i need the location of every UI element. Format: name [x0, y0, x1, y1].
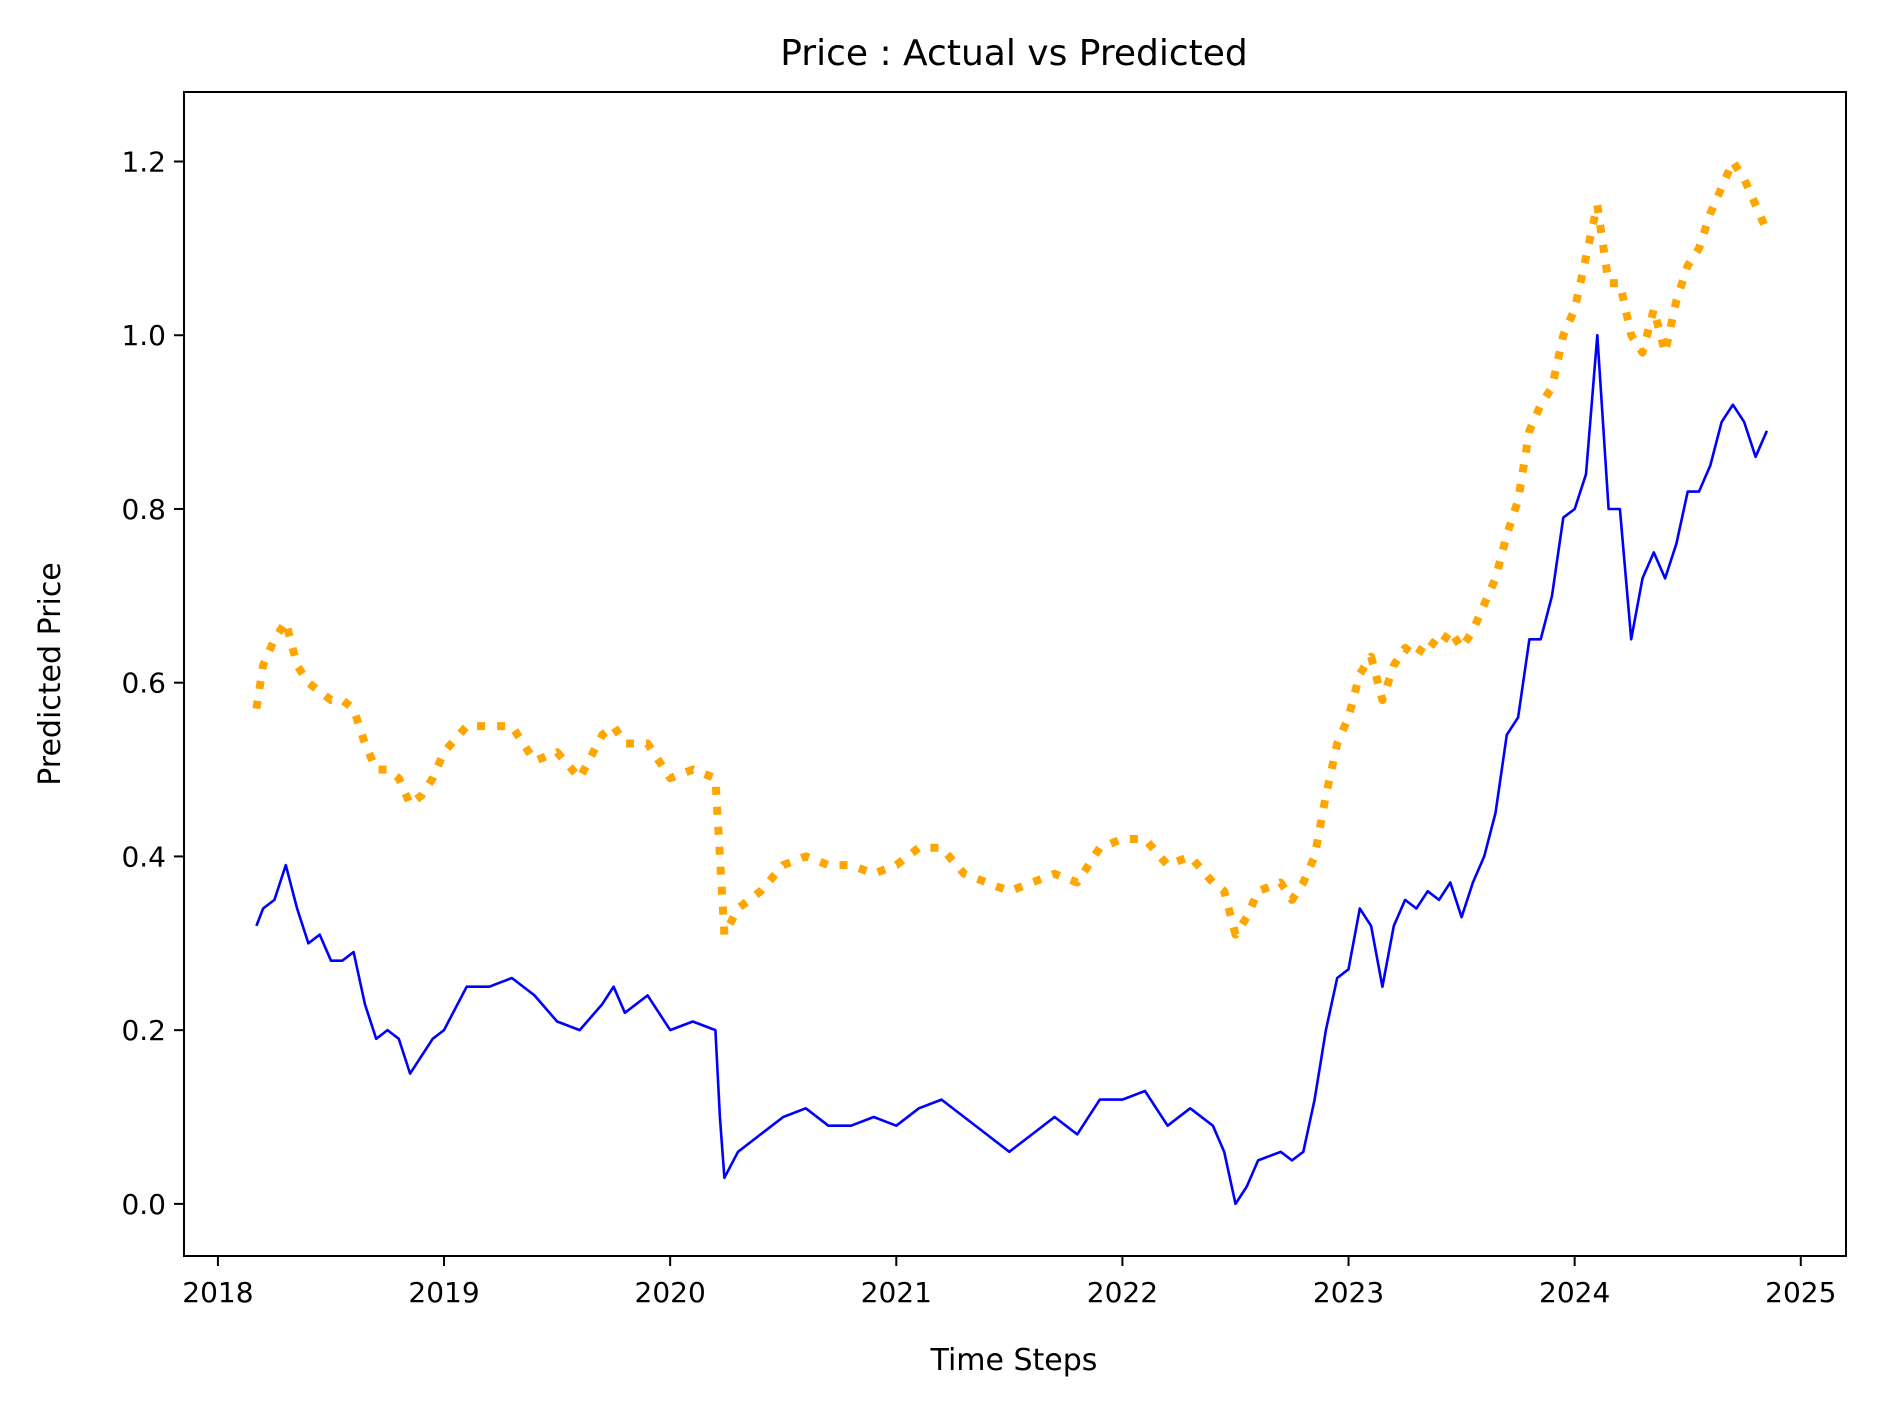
x-tick-label: 2018: [182, 1276, 253, 1309]
y-tick-label: 0.2: [121, 1014, 166, 1047]
x-tick-label: 2023: [1313, 1276, 1384, 1309]
y-tick-label: 0.6: [121, 667, 166, 700]
x-tick-label: 2019: [408, 1276, 479, 1309]
chart-title: Price : Actual vs Predicted: [780, 33, 1248, 74]
x-tick-label: 2021: [861, 1276, 932, 1309]
x-tick-label: 2024: [1539, 1276, 1610, 1309]
series-layer: [252, 157, 1771, 1206]
y-tick-label: 0.4: [121, 840, 166, 873]
y-axis: 0.0 0.2 0.4 0.6 0.8 1.0 1.2: [121, 145, 184, 1221]
x-tick-label: 2022: [1087, 1276, 1158, 1309]
series-line-1: [255, 333, 1769, 1206]
x-axis-label: Time Steps: [930, 1343, 1098, 1378]
plot-frame: [183, 91, 1847, 1257]
x-tick-label: 2025: [1765, 1276, 1836, 1309]
y-axis-label: Predicted Price: [33, 562, 68, 786]
y-tick-label: 0.0: [121, 1188, 166, 1221]
y-tick-label: 1.2: [121, 145, 166, 178]
x-tick-label: 2020: [635, 1276, 706, 1309]
y-tick-label: 0.8: [121, 493, 166, 526]
x-axis: 2018 2019 2020 2021 2022 2023 2024 2025: [182, 1256, 1836, 1309]
y-tick-label: 1.0: [121, 319, 166, 352]
